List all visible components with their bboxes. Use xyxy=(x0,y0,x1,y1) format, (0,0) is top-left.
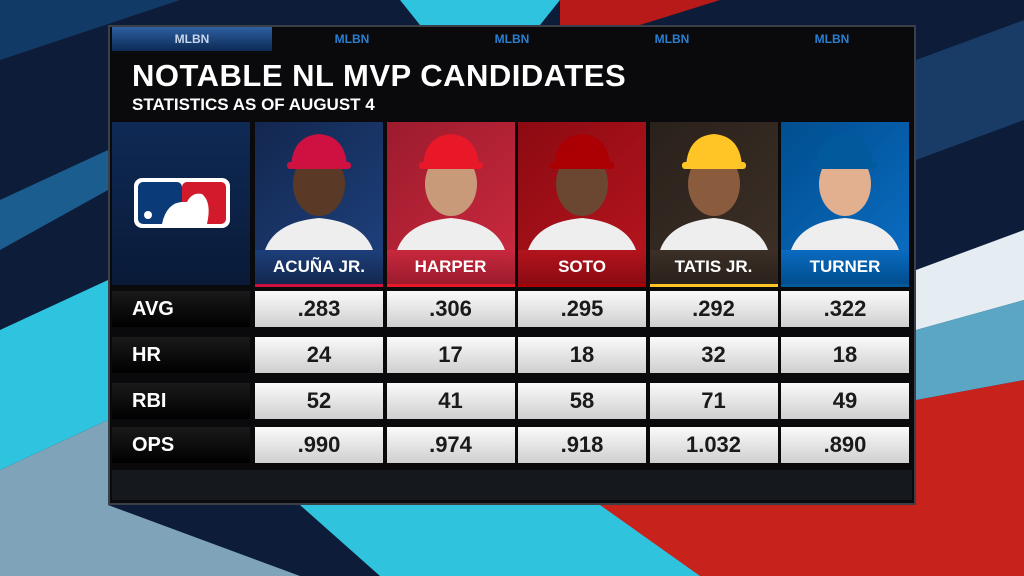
stat-cell: 52 xyxy=(255,383,383,419)
title: NOTABLE NL MVP CANDIDATES xyxy=(132,58,627,93)
stat-cell: 18 xyxy=(518,337,646,373)
row-label: AVG xyxy=(112,291,250,327)
player-photo xyxy=(518,122,646,250)
stat-cell: 32 xyxy=(649,337,778,373)
player-name: TURNER xyxy=(781,250,909,287)
stat-cell: 49 xyxy=(781,383,909,419)
stat-cell: 18 xyxy=(781,337,909,373)
tab: MLBN xyxy=(334,32,370,46)
player-name: HARPER xyxy=(386,250,515,287)
stat-cell: .974 xyxy=(386,427,515,463)
player-name: TATIS JR. xyxy=(649,250,778,287)
player-figure xyxy=(265,134,373,250)
player-photo xyxy=(386,122,515,250)
stat-cell: 24 xyxy=(255,337,383,373)
player-figure xyxy=(791,134,899,250)
player-name: SOTO xyxy=(518,250,646,287)
stat-cell: .306 xyxy=(386,291,515,327)
stat-cell: 58 xyxy=(518,383,646,419)
tab: MLBN xyxy=(814,32,850,46)
stat-cell: 1.032 xyxy=(649,427,778,463)
tab: MLBN xyxy=(112,27,272,51)
footer-bar xyxy=(112,470,912,500)
row-label: OPS xyxy=(112,427,250,463)
player-photo xyxy=(649,122,778,250)
subtitle: STATISTICS AS OF AUGUST 4 xyxy=(132,95,375,114)
mlb-logo xyxy=(134,178,230,228)
stat-cell: .283 xyxy=(255,291,383,327)
player-figure xyxy=(396,134,505,250)
stat-cell: 71 xyxy=(649,383,778,419)
stat-cell: 17 xyxy=(386,337,515,373)
stat-cell: .295 xyxy=(518,291,646,327)
player-figure xyxy=(528,134,636,250)
player-figure xyxy=(659,134,768,250)
player-photo xyxy=(255,122,383,250)
logo-area xyxy=(112,122,250,285)
stat-cell: .292 xyxy=(649,291,778,327)
row-label: HR xyxy=(112,337,250,373)
stat-cell: .322 xyxy=(781,291,909,327)
stat-cell: 41 xyxy=(386,383,515,419)
stat-cell: .890 xyxy=(781,427,909,463)
stat-cell: .990 xyxy=(255,427,383,463)
tab: MLBN xyxy=(654,32,690,46)
player-name: ACUÑA JR. xyxy=(255,250,383,287)
tab: MLBN xyxy=(494,32,530,46)
player-photo xyxy=(781,122,909,250)
stat-cell: .918 xyxy=(518,427,646,463)
row-label: RBI xyxy=(112,383,250,419)
